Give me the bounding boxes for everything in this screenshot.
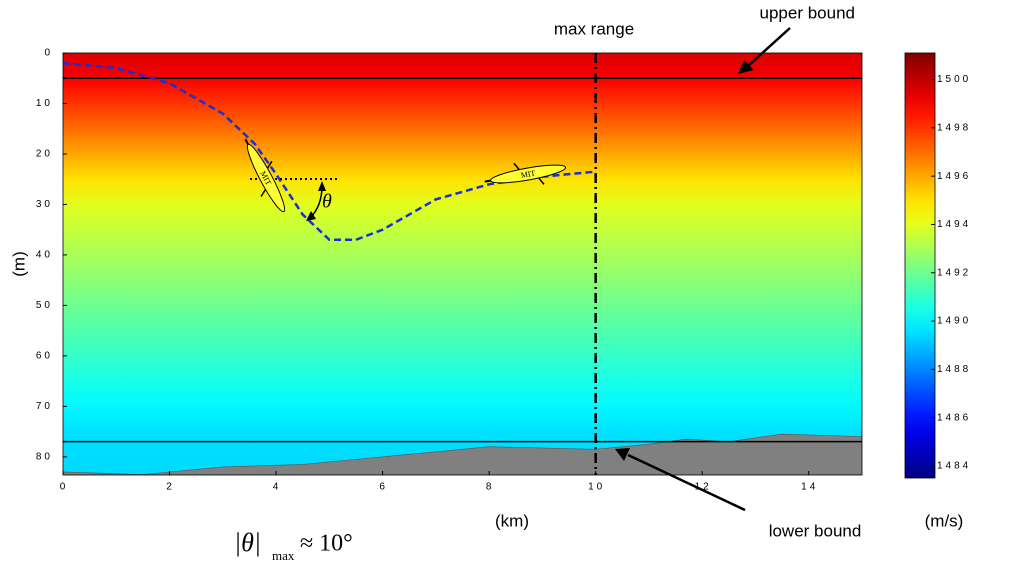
x-tick-label: 12 <box>695 482 712 493</box>
colorbar-tick-label: 1490 <box>937 316 971 327</box>
field-band <box>63 229 862 256</box>
colorbar: 1484 1486 1488 1490 1492 1494 1496 1498 1500 <box>904 52 971 479</box>
field-band <box>63 78 862 104</box>
x-tick-label: 14 <box>801 482 818 493</box>
y-tick-label: 10 <box>36 98 53 109</box>
x-axis-label: (km) <box>495 511 529 530</box>
formula-subscript: max <box>272 548 295 563</box>
field-band <box>63 204 862 231</box>
formula-theta: |θ| <box>234 528 261 557</box>
max-range-label: max range <box>554 19 634 38</box>
colorbar-tick-label: 1494 <box>937 219 971 230</box>
x-tick-label: 6 <box>379 482 388 493</box>
glider-tail <box>484 179 491 183</box>
y-tick-label: 80 <box>36 451 53 462</box>
seafloor <box>63 433 862 475</box>
colorbar-scale <box>904 52 936 479</box>
y-tick-label: 0 <box>44 48 53 59</box>
y-tick-label: 30 <box>36 199 53 210</box>
x-tick-label: 2 <box>166 482 175 493</box>
glider: MIT <box>484 162 566 185</box>
x-tick-label: 4 <box>273 482 282 493</box>
field-band <box>63 381 862 407</box>
glider: MIT <box>244 138 286 213</box>
colorbar-tick-label: 1500 <box>937 74 971 85</box>
x-tick-label: 8 <box>486 482 495 493</box>
colorbar-tick-label: 1486 <box>937 412 971 423</box>
angle-arrowhead <box>306 211 316 221</box>
glider-wing <box>538 177 545 185</box>
glider-label: MIT <box>520 169 536 180</box>
glider-wing <box>266 160 273 169</box>
upper-bound-label: upper bound <box>760 3 855 22</box>
field-band <box>63 53 862 79</box>
field <box>63 53 862 475</box>
glider-body <box>246 143 286 213</box>
glider-wing <box>513 162 520 170</box>
colorbar-tick-label: 1498 <box>937 122 971 133</box>
y-tick-label: 20 <box>36 149 53 160</box>
annotation-arrows <box>615 27 791 512</box>
field-band <box>63 254 862 281</box>
field-band <box>63 406 862 433</box>
x-tick-label: 0 <box>60 482 69 493</box>
angle-arrowhead <box>318 181 326 191</box>
field-band <box>63 330 862 357</box>
plot-frame <box>62 52 863 476</box>
field-band <box>63 355 862 382</box>
lower-bound-label: lower bound <box>769 521 862 540</box>
colorbar-label: (m/s) <box>925 511 964 530</box>
colorbar-tick-label: 1496 <box>937 171 971 182</box>
y-tick-label: 70 <box>36 401 53 412</box>
field-band <box>63 103 862 130</box>
glider-path <box>62 61 596 242</box>
colorbar-tick-label: 1492 <box>937 267 971 278</box>
y-tick-label: 60 <box>36 351 53 362</box>
colorbar-tick-label: 1484 <box>937 461 971 472</box>
overlay: θ MIT MIT <box>62 53 862 475</box>
x-tick-label: 10 <box>588 482 605 493</box>
y-tick-label: 50 <box>36 300 53 311</box>
field-band <box>63 305 862 332</box>
field-band <box>63 179 862 205</box>
field-band <box>63 153 862 180</box>
glider-wing <box>260 189 267 197</box>
glider-tail <box>244 138 250 145</box>
formula-rest: ≈ 10° <box>300 531 353 557</box>
y-tick-label: 40 <box>36 250 53 261</box>
field-band <box>63 128 862 155</box>
colorbar-tick-label: 1488 <box>937 364 971 375</box>
y-axis-label: (m) <box>9 251 28 276</box>
angle-label: θ <box>322 191 332 213</box>
field-band <box>63 280 862 306</box>
